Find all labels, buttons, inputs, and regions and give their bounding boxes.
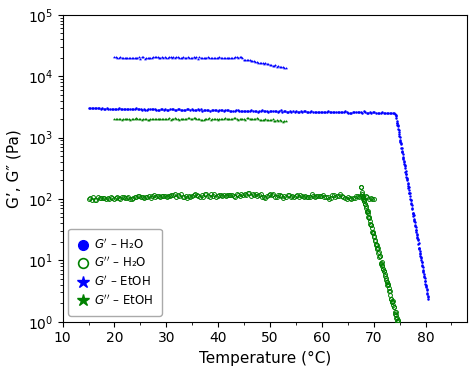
Legend: $G'$ – H₂O, $G''$ – H₂O, $G'$ – EtOH, $G''$ – EtOH: $G'$ – H₂O, $G''$ – H₂O, $G'$ – EtOH, $G… — [68, 229, 162, 316]
X-axis label: Temperature (°C): Temperature (°C) — [199, 351, 331, 366]
Y-axis label: G’, G″ (Pa): G’, G″ (Pa) — [7, 129, 22, 208]
